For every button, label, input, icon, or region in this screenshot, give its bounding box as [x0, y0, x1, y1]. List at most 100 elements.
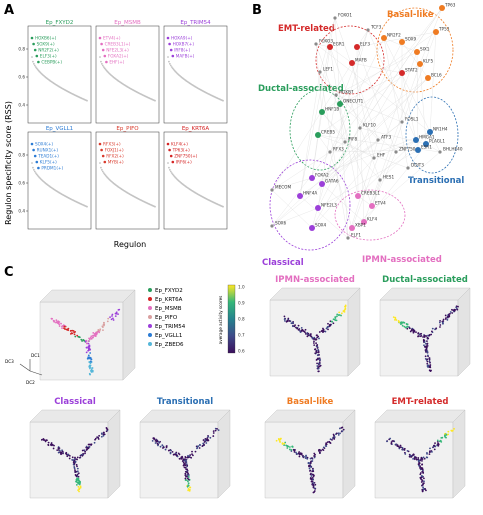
rss-point — [168, 168, 171, 171]
top-regulon-point — [37, 166, 40, 170]
cell-point — [311, 467, 314, 470]
cell-point — [400, 446, 402, 449]
cell-point — [417, 332, 420, 335]
cell-point — [156, 439, 159, 442]
top-regulon-label: RFX2(+) — [106, 154, 124, 159]
top-regulon-label: FOXJ1(+) — [105, 148, 124, 153]
top-regulon-label: ELF3(+) — [40, 54, 57, 59]
rss-point — [101, 170, 104, 173]
cell-point — [187, 454, 189, 457]
network-edge — [383, 37, 409, 169]
cell-point — [187, 472, 190, 475]
cell-point — [430, 333, 433, 336]
cell-point — [293, 449, 296, 452]
cell-point — [294, 324, 296, 327]
cell-point — [191, 453, 193, 456]
network-edge — [271, 177, 313, 191]
cell-point — [203, 444, 205, 447]
cell-point — [322, 446, 325, 449]
network-edge — [419, 63, 427, 145]
axis-dc1: DC1 — [31, 353, 40, 358]
top-regulon-point — [101, 48, 105, 52]
legend-marker — [148, 297, 152, 301]
cell-point — [421, 459, 423, 462]
top-regulon-label: KLF4(+) — [171, 142, 188, 147]
cell-point — [295, 326, 297, 329]
cell-point — [312, 482, 315, 484]
cell-point — [85, 346, 88, 349]
cell-point — [424, 355, 427, 358]
dm-plot-celltypes — [39, 289, 136, 381]
rss-point — [167, 56, 169, 58]
rss-subplot: Ep_KRT6A KLF4(+)TP63(+)ZNF750(+)IRF6(+) — [163, 126, 228, 230]
cell-point — [318, 451, 321, 454]
cell-point — [426, 336, 429, 339]
axis-dc2: DC2 — [26, 380, 35, 385]
network-edge — [271, 141, 346, 191]
network-edge — [363, 167, 409, 223]
regulon-node-label: SOX9 — [405, 37, 417, 42]
regulon-node — [399, 70, 405, 76]
cell-point — [89, 356, 92, 359]
cell-point — [85, 449, 88, 451]
cell-point — [107, 317, 110, 320]
cell-point — [71, 332, 74, 335]
cell-point — [310, 478, 313, 481]
cell-point — [177, 452, 180, 455]
cell-point — [165, 445, 168, 447]
regulon-node — [349, 60, 355, 66]
rss-point — [100, 166, 102, 169]
cell-point — [426, 365, 429, 367]
cell-point — [434, 328, 436, 331]
network-edge — [395, 131, 431, 153]
dm-plot-activity: IPMN-associated — [269, 275, 361, 377]
regulon-network: EMT-related Basal-like Ductal-associated Tr… — [258, 3, 464, 269]
cell-point — [73, 333, 76, 336]
cell-point — [315, 334, 318, 337]
cell-point — [293, 451, 296, 453]
cell-point — [112, 317, 114, 320]
colorbar-label: average activity scores — [218, 296, 223, 345]
cell-point — [313, 487, 316, 490]
cell-point — [86, 342, 89, 345]
cell-point — [424, 349, 427, 351]
group-label: Ductal-associated — [258, 84, 344, 94]
cell-point — [419, 476, 422, 479]
cell-point — [103, 323, 106, 326]
cell-point — [77, 485, 80, 488]
cell-point — [423, 334, 426, 337]
regulon-node-label: HNF1B — [325, 107, 339, 112]
top-regulon-label: FOXA2(+) — [108, 54, 129, 59]
top-regulon-label: KLF5(+) — [40, 160, 57, 165]
top-regulon-point — [101, 154, 105, 158]
network-edge — [299, 139, 379, 197]
cell-point — [307, 332, 310, 335]
cell-point — [394, 316, 397, 319]
cell-point — [82, 338, 85, 341]
top-regulon-label: NR2F2(+) — [38, 48, 59, 53]
cell-point — [332, 318, 335, 321]
top-regulon-point — [166, 142, 170, 146]
cell-point — [87, 340, 90, 343]
cell-point — [57, 320, 60, 323]
cell-point — [76, 470, 79, 473]
cell-point — [76, 458, 78, 461]
cell-point — [401, 324, 404, 327]
cell-point — [415, 458, 418, 461]
cell-point — [417, 335, 419, 338]
cell-point — [100, 433, 103, 435]
cell-point — [286, 445, 289, 448]
cell-point — [309, 473, 312, 476]
cell-point — [406, 327, 409, 330]
cell-point — [84, 340, 87, 343]
top-regulon-label: SOX9(+) — [37, 42, 55, 47]
cell-point — [51, 317, 54, 320]
rss-point — [34, 66, 37, 68]
cell-point — [187, 478, 190, 481]
rss-point — [86, 99, 88, 102]
cell-point — [287, 319, 289, 322]
cell-point — [412, 328, 415, 331]
cell-point — [420, 474, 423, 477]
cell-point — [65, 451, 68, 454]
